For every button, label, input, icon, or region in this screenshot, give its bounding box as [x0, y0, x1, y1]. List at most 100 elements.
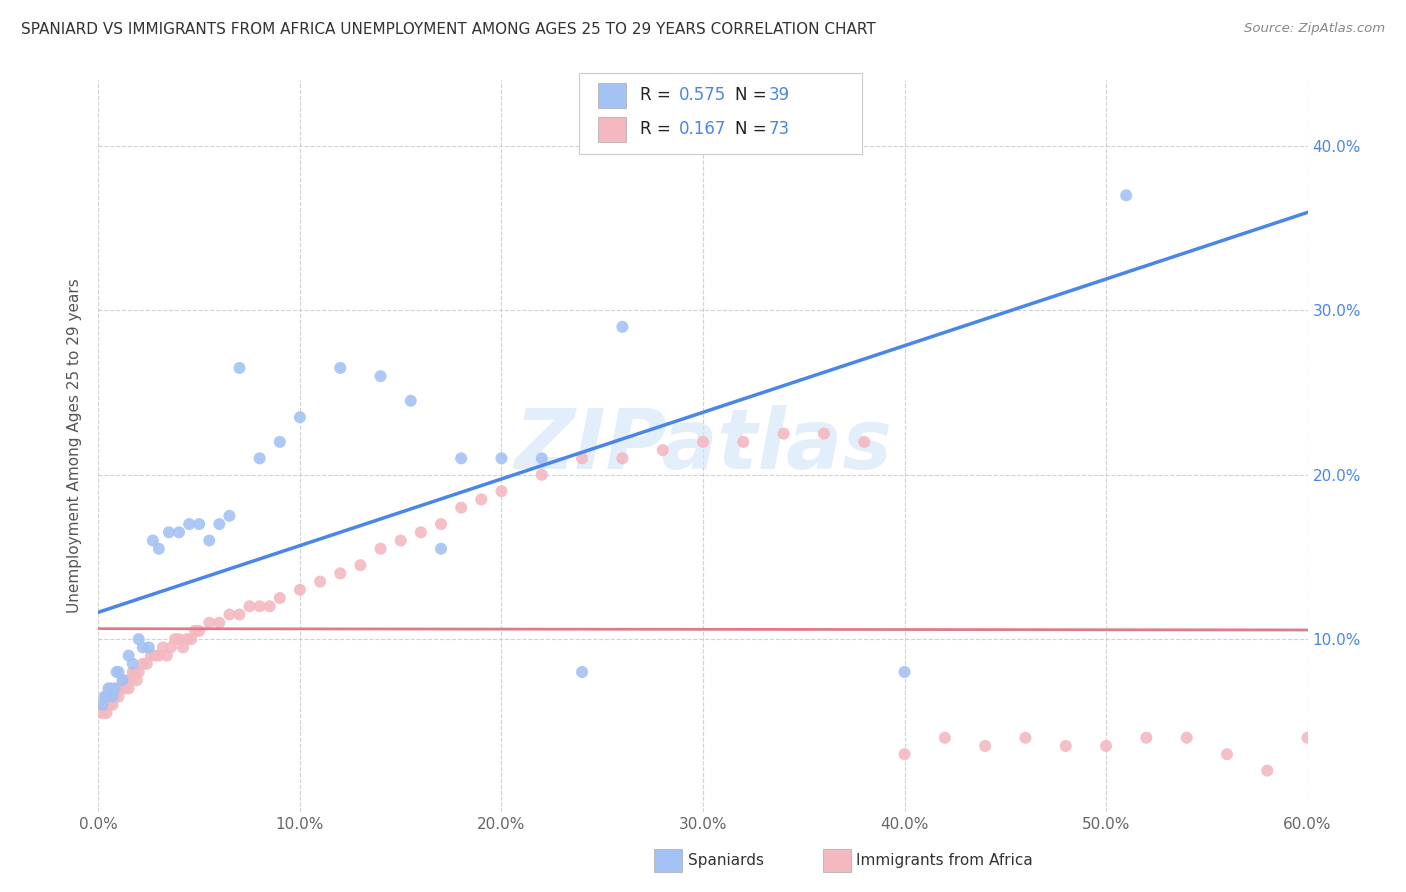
Point: [118, 681, 141, 696]
Point: [176, 632, 198, 647]
Point: [128, 665, 150, 679]
Point: [167, 632, 190, 647]
Point: [651, 443, 673, 458]
Point: [111, 673, 134, 688]
Point: [198, 615, 221, 630]
Point: [188, 624, 211, 638]
Text: R =: R =: [640, 120, 676, 138]
Point: [121, 657, 143, 671]
Point: [329, 360, 352, 375]
Point: [450, 451, 472, 466]
Point: [249, 451, 271, 466]
Point: [93, 698, 115, 712]
Point: [1135, 731, 1157, 745]
Point: [612, 451, 634, 466]
Point: [152, 640, 174, 655]
Point: [370, 369, 392, 384]
Point: [288, 410, 311, 425]
Point: [107, 665, 129, 679]
Point: [1296, 731, 1319, 745]
Point: [97, 698, 120, 712]
Point: [1216, 747, 1239, 762]
Point: [172, 640, 194, 655]
Point: [974, 739, 997, 753]
Text: Spaniards: Spaniards: [688, 854, 763, 868]
Point: [103, 690, 125, 704]
Point: [111, 673, 134, 688]
Point: [1175, 731, 1198, 745]
Point: [142, 533, 165, 548]
Point: [772, 426, 794, 441]
Point: [132, 640, 155, 655]
Point: [530, 451, 553, 466]
Point: [91, 706, 114, 720]
Point: [893, 747, 915, 762]
Point: [1115, 188, 1137, 202]
Text: 39: 39: [769, 87, 790, 104]
Point: [91, 698, 114, 712]
Point: [1256, 764, 1278, 778]
Point: [148, 541, 170, 556]
Y-axis label: Unemployment Among Ages 25 to 29 years: Unemployment Among Ages 25 to 29 years: [67, 278, 83, 614]
Point: [491, 484, 513, 499]
Point: [188, 517, 211, 532]
Point: [309, 574, 332, 589]
Point: [893, 665, 915, 679]
Point: [124, 665, 146, 679]
Point: [1095, 739, 1118, 753]
Point: [125, 673, 148, 688]
Point: [132, 657, 155, 671]
Point: [96, 706, 118, 720]
Point: [853, 434, 876, 449]
Point: [269, 591, 291, 605]
Text: N =: N =: [735, 120, 772, 138]
Point: [571, 451, 593, 466]
Point: [409, 525, 432, 540]
Point: [105, 665, 128, 679]
Point: [430, 541, 453, 556]
Point: [329, 566, 352, 581]
Point: [163, 632, 186, 647]
Point: [228, 607, 250, 622]
Point: [208, 517, 231, 532]
Point: [218, 508, 240, 523]
Point: [198, 533, 221, 548]
Point: [179, 517, 201, 532]
Point: [107, 690, 129, 704]
Text: 0.167: 0.167: [679, 120, 727, 138]
Point: [160, 640, 183, 655]
Point: [733, 434, 755, 449]
Point: [259, 599, 281, 614]
Point: [100, 681, 122, 696]
Text: R =: R =: [640, 87, 676, 104]
Point: [184, 624, 207, 638]
Point: [530, 467, 553, 482]
Point: [139, 648, 162, 663]
Point: [228, 360, 250, 375]
Point: [470, 492, 492, 507]
Point: [430, 517, 453, 532]
Point: [249, 599, 271, 614]
Point: [101, 698, 124, 712]
Point: [93, 690, 115, 704]
Point: [813, 426, 835, 441]
Point: [934, 731, 956, 745]
Point: [101, 690, 124, 704]
Text: 73: 73: [769, 120, 790, 138]
Point: [349, 558, 371, 573]
Point: [1014, 731, 1036, 745]
Point: [114, 681, 136, 696]
Point: [269, 434, 291, 449]
Point: [120, 673, 142, 688]
Point: [143, 648, 166, 663]
Point: [96, 690, 118, 704]
Point: [115, 673, 138, 688]
Text: 0.575: 0.575: [679, 87, 727, 104]
Point: [612, 319, 634, 334]
Text: N =: N =: [735, 87, 772, 104]
Point: [135, 657, 157, 671]
Point: [450, 500, 472, 515]
Text: Immigrants from Africa: Immigrants from Africa: [856, 854, 1033, 868]
Point: [1054, 739, 1077, 753]
Point: [103, 681, 125, 696]
